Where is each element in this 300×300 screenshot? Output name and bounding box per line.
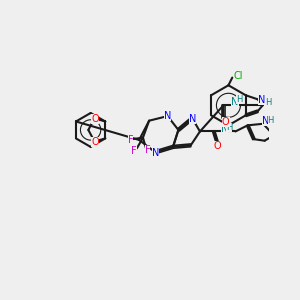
Text: N: N — [231, 97, 239, 107]
Text: F: F — [131, 146, 137, 156]
Text: O: O — [92, 114, 99, 124]
Text: F: F — [145, 145, 150, 155]
Text: N: N — [262, 116, 270, 126]
Text: H: H — [226, 123, 232, 132]
Text: Cl: Cl — [234, 71, 243, 81]
Text: N: N — [164, 111, 171, 121]
Text: O: O — [92, 137, 99, 148]
Text: H: H — [236, 95, 243, 104]
Text: N: N — [189, 114, 196, 124]
Text: N: N — [152, 148, 159, 158]
Text: F: F — [128, 135, 134, 145]
Text: H: H — [268, 116, 274, 125]
Text: H: H — [265, 98, 272, 107]
Text: O: O — [222, 117, 230, 127]
Text: N: N — [221, 124, 228, 134]
Text: N: N — [258, 95, 265, 105]
Text: O: O — [213, 141, 221, 151]
